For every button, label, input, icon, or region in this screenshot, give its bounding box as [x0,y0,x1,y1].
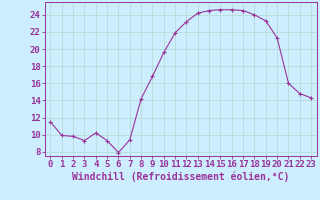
X-axis label: Windchill (Refroidissement éolien,°C): Windchill (Refroidissement éolien,°C) [72,172,290,182]
